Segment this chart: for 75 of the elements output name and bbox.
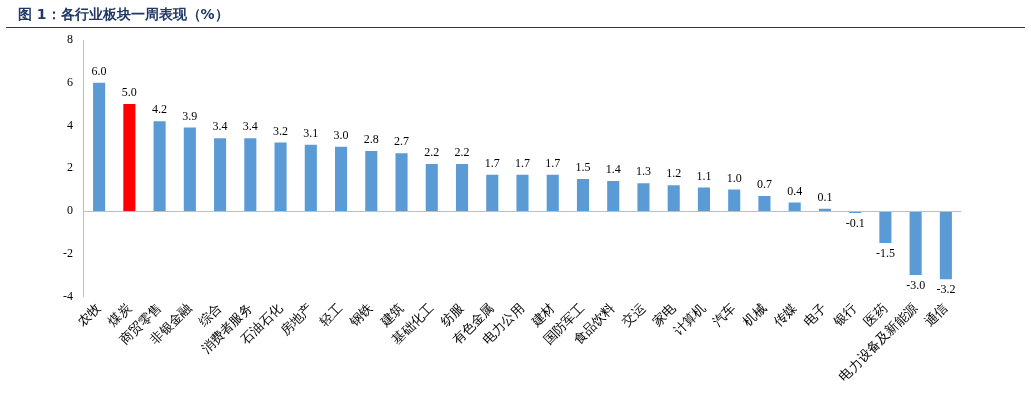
data-label: 1.7 bbox=[545, 155, 561, 170]
data-label: -3.2 bbox=[936, 282, 956, 297]
bar bbox=[728, 189, 741, 211]
bar bbox=[516, 174, 529, 211]
bar bbox=[93, 82, 106, 211]
bar bbox=[244, 138, 257, 211]
bar bbox=[455, 163, 469, 211]
data-label: 3.9 bbox=[182, 108, 198, 123]
data-label: 2.2 bbox=[424, 145, 440, 160]
bar bbox=[274, 142, 287, 211]
bar bbox=[123, 104, 136, 211]
data-label: 1.7 bbox=[484, 155, 500, 170]
data-label: -1.5 bbox=[875, 246, 895, 261]
bar bbox=[153, 121, 166, 211]
bar bbox=[939, 210, 952, 280]
data-label: 5.0 bbox=[121, 85, 137, 100]
data-label: 1.3 bbox=[635, 164, 651, 179]
y-tick-label: 6 bbox=[67, 74, 73, 89]
data-label: 6.0 bbox=[91, 63, 107, 78]
y-tick-label: 0 bbox=[67, 203, 73, 218]
data-label: 1.0 bbox=[726, 170, 742, 185]
data-label: 2.2 bbox=[454, 145, 470, 160]
bar bbox=[304, 144, 317, 211]
y-tick-label: -4 bbox=[63, 288, 73, 303]
x-tick-label: 汽车 bbox=[709, 299, 739, 329]
x-tick-label: 电子 bbox=[800, 299, 830, 329]
y-tick-label: 2 bbox=[67, 160, 73, 175]
data-label: 1.4 bbox=[605, 162, 621, 177]
data-label: -3.0 bbox=[906, 278, 926, 293]
x-tick-label: 农牧 bbox=[74, 299, 104, 329]
bar bbox=[607, 181, 620, 211]
data-label: 2.7 bbox=[394, 134, 410, 149]
x-tick-label: 传媒 bbox=[770, 299, 800, 329]
data-label: 0.7 bbox=[756, 177, 772, 192]
bar bbox=[788, 202, 801, 211]
bar bbox=[818, 208, 831, 211]
data-label: 3.2 bbox=[273, 123, 289, 138]
bar bbox=[546, 174, 559, 211]
data-label: 3.1 bbox=[303, 125, 319, 140]
data-label: 1.2 bbox=[666, 166, 682, 181]
bar bbox=[576, 178, 590, 211]
data-label: 4.2 bbox=[152, 102, 168, 117]
data-label: 1.5 bbox=[575, 160, 591, 175]
bar bbox=[183, 127, 196, 211]
y-tick-label: -2 bbox=[63, 245, 73, 260]
bar bbox=[214, 138, 227, 211]
bar bbox=[365, 151, 378, 211]
data-label: 1.7 bbox=[515, 155, 530, 170]
data-label: 1.1 bbox=[696, 168, 712, 183]
x-tick-label: 钢铁 bbox=[346, 299, 376, 330]
data-label: 3.0 bbox=[333, 128, 349, 142]
bar bbox=[425, 163, 438, 211]
bar bbox=[697, 187, 710, 211]
data-label: 3.4 bbox=[242, 119, 258, 134]
x-tick-label: 轻工 bbox=[316, 299, 346, 329]
bar bbox=[909, 210, 922, 276]
x-tick-label: 交运 bbox=[618, 299, 648, 329]
data-label: 3.4 bbox=[212, 119, 228, 134]
bar bbox=[335, 146, 348, 211]
x-tick-label: 机械 bbox=[739, 299, 769, 329]
bar bbox=[486, 174, 499, 211]
bar bbox=[395, 153, 408, 211]
data-label: -0.1 bbox=[845, 216, 865, 231]
bar bbox=[758, 196, 771, 211]
y-tick-label: 8 bbox=[67, 32, 73, 47]
x-tick-label: 通信 bbox=[921, 299, 951, 329]
x-tick-label: 银行 bbox=[829, 299, 860, 330]
data-label: 2.8 bbox=[363, 132, 379, 147]
bar bbox=[667, 185, 680, 211]
bar bbox=[637, 183, 650, 211]
data-label: 0.4 bbox=[787, 183, 803, 198]
chart-title: 图 1：各行业板块一周表现（%） bbox=[6, 0, 1025, 28]
data-label: 0.1 bbox=[817, 189, 833, 204]
bar bbox=[879, 210, 892, 244]
y-tick-label: 4 bbox=[67, 117, 73, 132]
